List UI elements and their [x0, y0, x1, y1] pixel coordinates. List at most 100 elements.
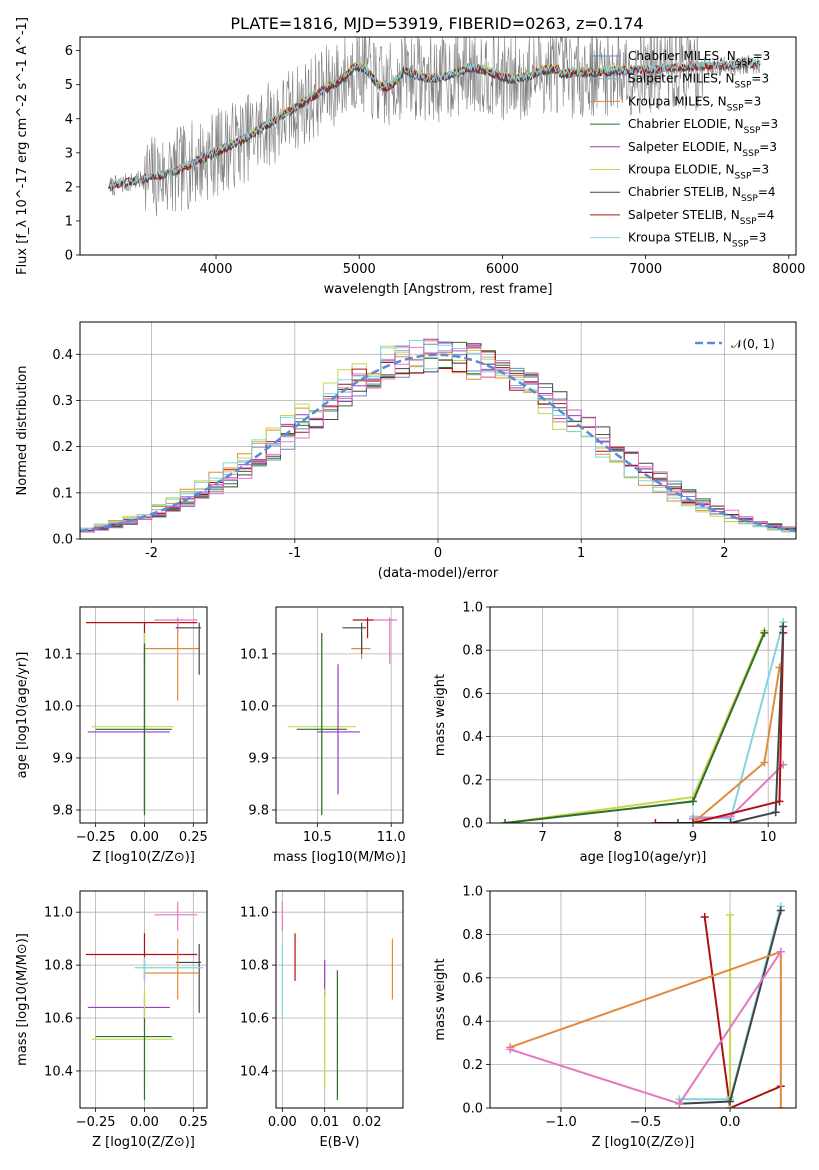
y-tick-label: 0 — [65, 249, 73, 264]
figure-title: PLATE=1816, MJD=53919, FIBERID=0263, z=0… — [230, 14, 643, 33]
plot-area — [108, 37, 761, 217]
x-tick-label: −0.25 — [76, 1115, 116, 1130]
x-tick-label: 0.0 — [720, 1115, 741, 1130]
y-tick-label: 6 — [65, 44, 73, 59]
legend-suffix: =4 — [757, 208, 775, 222]
y-tick-label: 0.6 — [462, 971, 483, 986]
x-tick-label: −0.25 — [76, 830, 116, 845]
mass-weight-line — [655, 632, 785, 823]
legend-suffix: =3 — [759, 140, 777, 154]
axes-frame — [489, 606, 797, 824]
x-tick-label: 10 — [760, 830, 777, 845]
legend-suffix: =3 — [760, 117, 778, 131]
axes-frame — [275, 606, 404, 824]
legend-suffix: =3 — [753, 49, 771, 63]
x-axis-label: Z [log10(Z/Z⊙)] — [92, 1135, 195, 1150]
x-tick-label: 0.00 — [268, 1115, 297, 1130]
panel-mass-weight-vs-age: 7 8 9 10 0.0 0.2 0.4 0.6 0.8 1.0 age [log10(age/yr… — [433, 601, 797, 865]
y-tick-label: 4 — [65, 112, 73, 127]
x-axis-label: Z [log10(Z/Z⊙)] — [592, 1135, 695, 1150]
mass-weight-marker — [651, 819, 660, 823]
legend-subscript: SSP — [741, 194, 758, 204]
x-tick-label: 1 — [577, 546, 585, 561]
axes-frame — [79, 606, 208, 824]
legend-suffix: =3 — [749, 231, 767, 245]
y-tick-label: 10.0 — [240, 699, 269, 714]
legend-suffix: =3 — [744, 94, 762, 108]
mass-weight-line — [703, 916, 782, 1108]
histogram-step-line — [80, 346, 796, 533]
y-tick-label: 11.0 — [240, 906, 269, 921]
plot-area — [501, 618, 788, 823]
x-tick-label: 0.00 — [130, 1115, 159, 1130]
x-tick-label: 0.01 — [310, 1115, 339, 1130]
y-tick-label: 10.4 — [240, 1064, 269, 1079]
y-tick-label: 10.1 — [240, 647, 269, 662]
mass-weight-marker — [779, 622, 788, 631]
legend-subscript: SSP — [744, 126, 761, 136]
y-tick-label: 9.8 — [52, 803, 73, 818]
y-tick-label: 0.8 — [462, 928, 483, 943]
legend-subscript: SSP — [735, 81, 752, 91]
legend-subscript: SSP — [732, 240, 749, 250]
legend-subscript: SSP — [742, 149, 759, 159]
normal-curve-line — [80, 353, 796, 533]
y-axis-label: age [log10(age/yr)] — [15, 652, 30, 779]
y-tick-label: 0.0 — [462, 817, 483, 832]
y-tick-label: 11.0 — [44, 906, 73, 921]
mass-weight-marker — [675, 1099, 684, 1108]
mass-weight-marker — [688, 819, 697, 823]
y-tick-label: 10.1 — [44, 647, 73, 662]
mass-weight-line — [678, 626, 785, 823]
mass-weight-marker — [776, 906, 785, 915]
axes-frame — [489, 890, 797, 1109]
histogram-step-line — [80, 340, 796, 533]
x-tick-label: 9 — [689, 830, 697, 845]
mass-weight-marker — [726, 1097, 735, 1106]
x-tick-label: 6000 — [486, 262, 519, 277]
panels: 4000 5000 6000 7000 8000 0 1 2 3 4 5 6 wavelength [A… — [15, 17, 805, 1150]
x-tick-label: 2 — [720, 546, 728, 561]
y-tick-label: 9.8 — [248, 803, 269, 818]
x-axis-label: mass [log10(M/M⊙)] — [273, 850, 406, 865]
legend-label: 𝒩(0, 1) — [731, 337, 775, 351]
x-tick-label: 8 — [614, 830, 622, 845]
y-tick-label: 3 — [65, 146, 73, 161]
y-tick-label: 1.0 — [462, 601, 483, 616]
y-tick-label: 10.6 — [44, 1012, 73, 1027]
y-tick-label: 0.2 — [52, 440, 73, 455]
x-tick-label: 7000 — [629, 262, 662, 277]
mass-weight-marker — [726, 910, 735, 919]
y-tick-label: 0.1 — [52, 486, 73, 501]
legend-subscript: SSP — [736, 58, 753, 68]
x-tick-label: −0.5 — [630, 1115, 662, 1130]
y-tick-label: 1.0 — [462, 885, 483, 900]
panel-spectrum: 4000 5000 6000 7000 8000 0 1 2 3 4 5 6 wavelength [A… — [15, 17, 805, 297]
spectrum-model-line — [108, 57, 761, 190]
y-tick-label: 0.4 — [462, 1015, 483, 1030]
spectrum-data-line — [109, 37, 761, 217]
y-tick-label: 10.6 — [240, 1012, 269, 1027]
x-tick-label: -2 — [145, 546, 158, 561]
x-tick-label: 0 — [434, 546, 442, 561]
x-tick-label: 11.0 — [377, 830, 406, 845]
x-tick-label: 10.5 — [303, 830, 332, 845]
y-tick-label: 0.3 — [52, 394, 73, 409]
axes-frame — [275, 890, 404, 1109]
x-axis-label: Z [log10(Z/Z⊙)] — [92, 850, 195, 865]
mass-weight-marker — [726, 819, 735, 823]
y-tick-label: 2 — [65, 180, 73, 195]
panel-age-vs-mass: 10.5 11.0 9.8 9.9 10.0 10.1 mass [log10(M/M⊙)] — [240, 606, 406, 865]
x-tick-label: 0.00 — [130, 830, 159, 845]
panel-mass-vs-ebv: 0.00 0.01 0.02 10.4 10.6 10.8 11.0 E(B-V) — [240, 890, 404, 1150]
axes-frame — [79, 36, 797, 256]
mass-weight-marker — [776, 1104, 785, 1108]
legend-suffix: =3 — [751, 163, 769, 177]
plot-area — [281, 901, 394, 1101]
x-axis-label: wavelength [Angstrom, rest frame] — [324, 282, 553, 297]
mass-weight-marker — [771, 808, 780, 817]
panel-mass-vs-Z: −0.25 0.00 0.25 10.4 10.6 10.8 11.0 Z [log10(Z/… — [15, 890, 208, 1150]
y-tick-label: 5 — [65, 78, 73, 93]
x-tick-label: 0.25 — [179, 830, 208, 845]
